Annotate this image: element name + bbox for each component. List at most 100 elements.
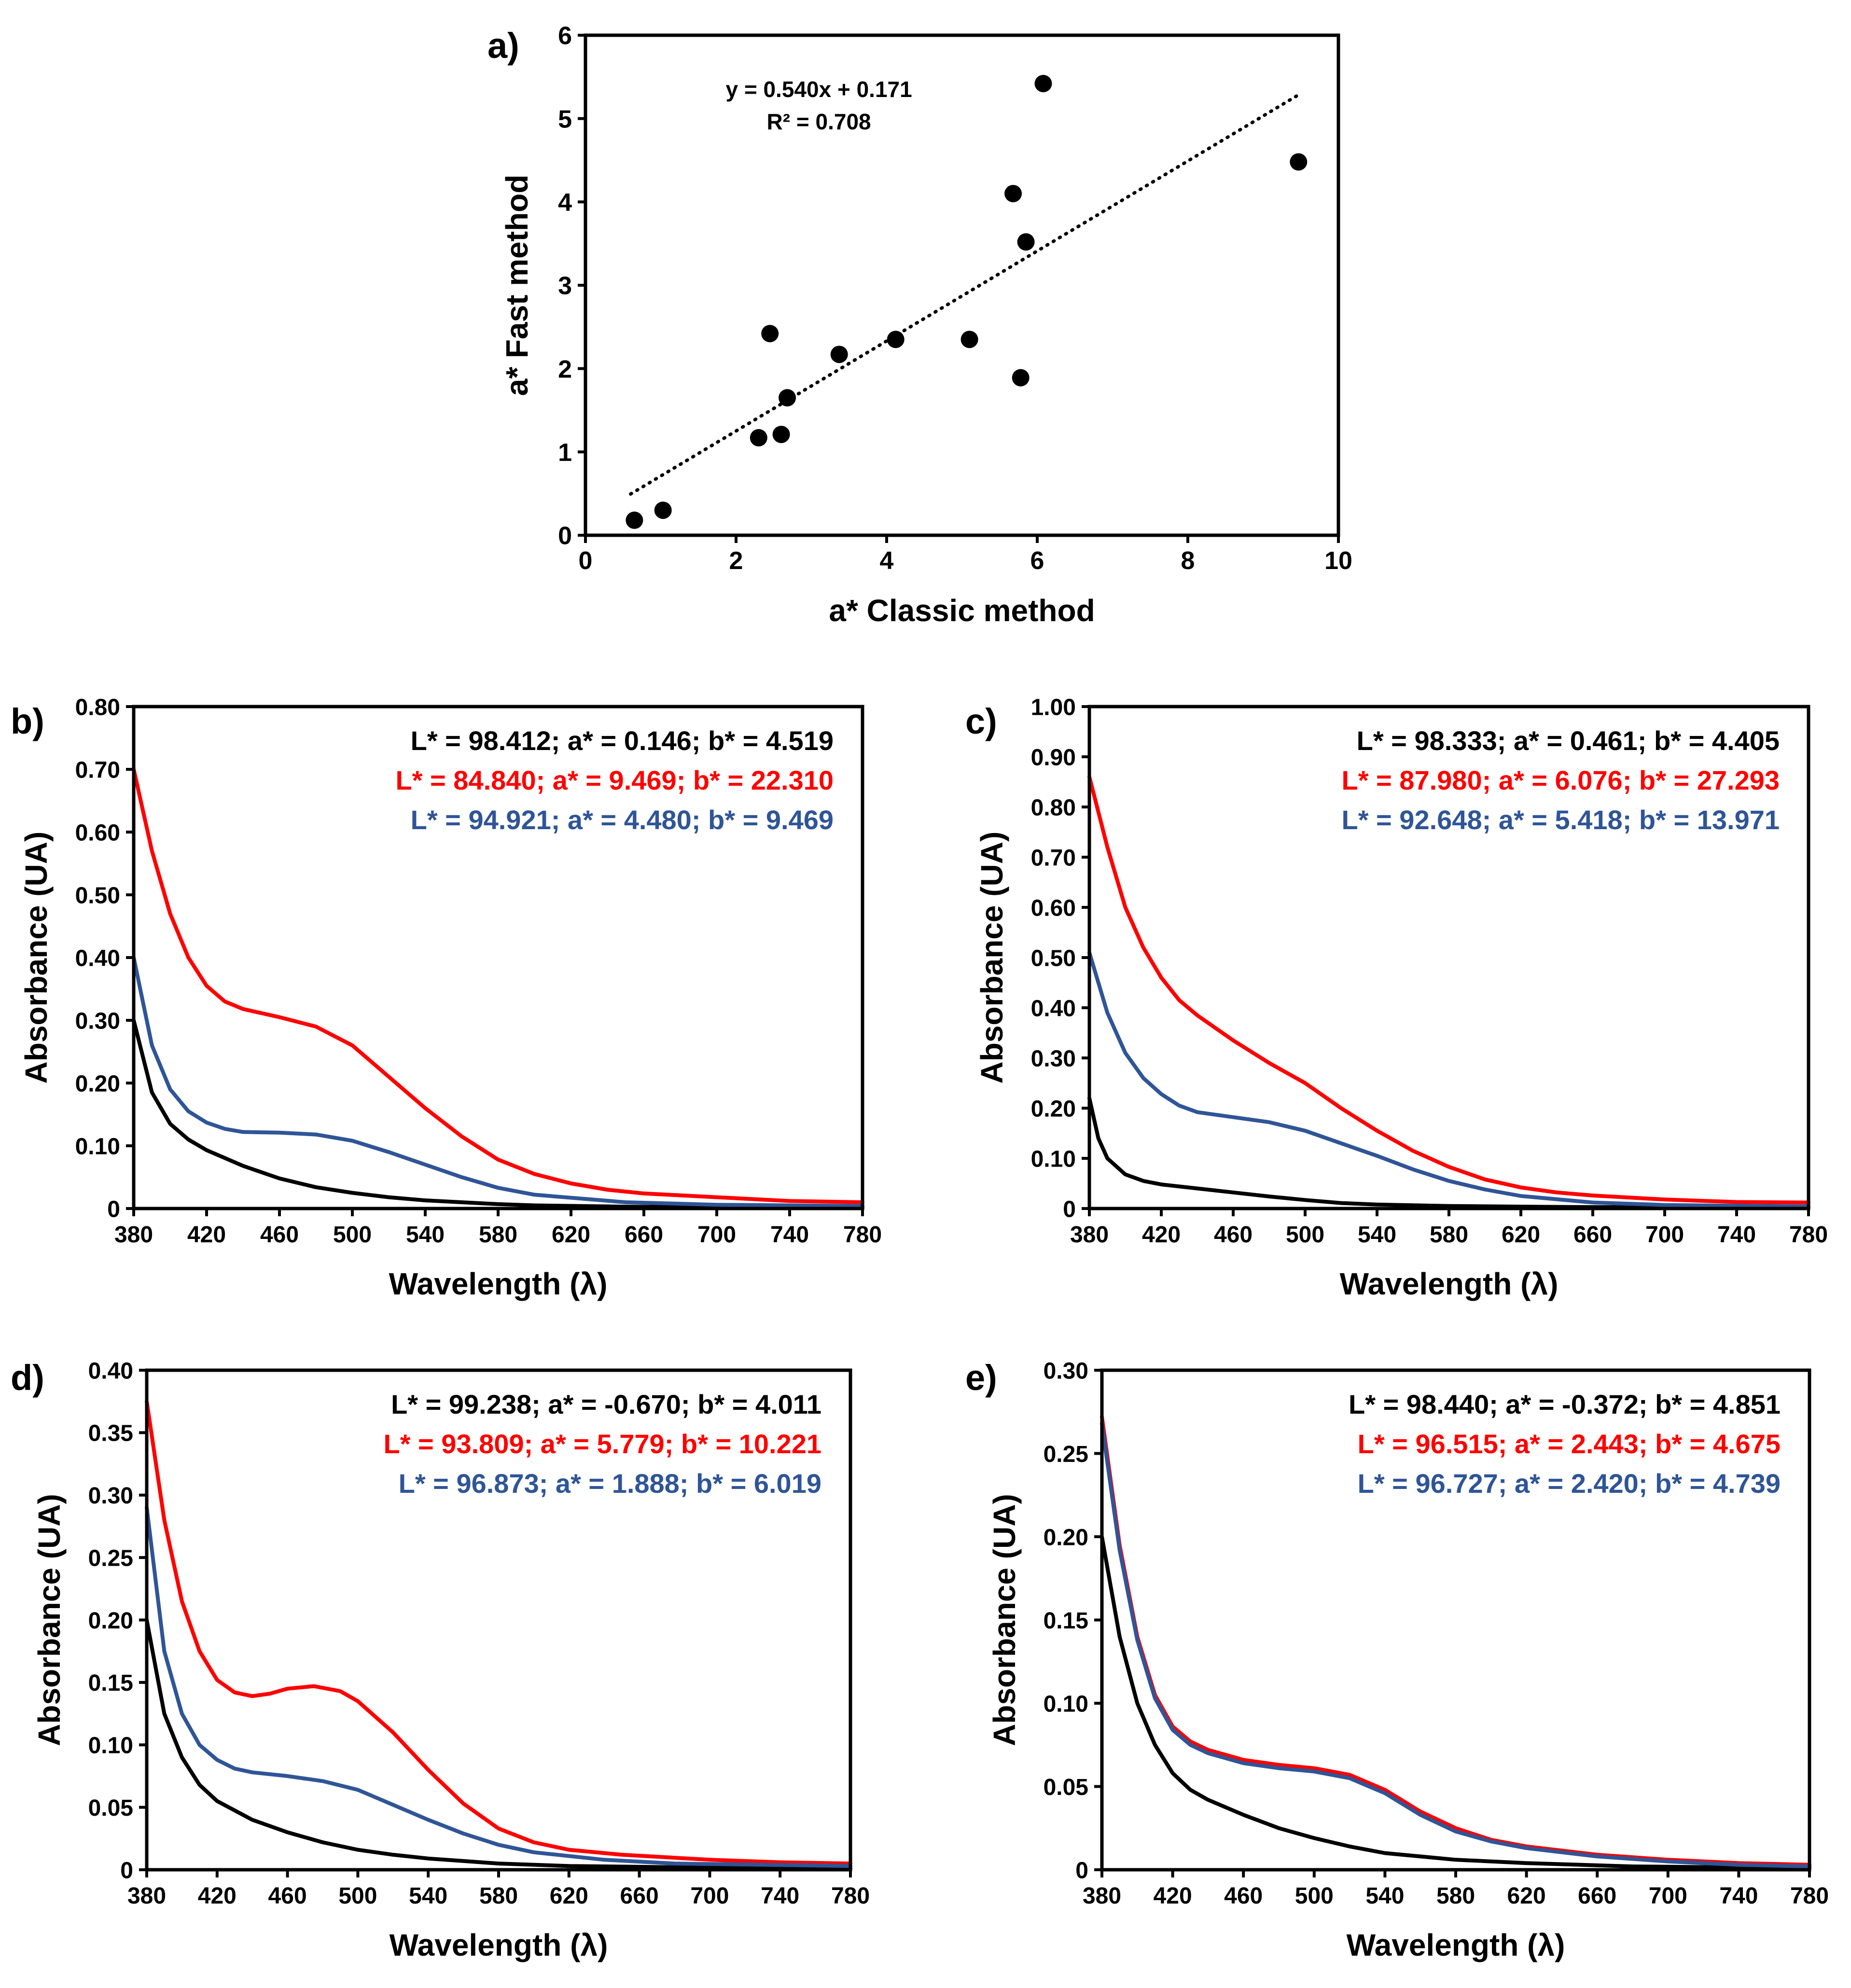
y-tick-label: 0.15 [88, 1670, 133, 1696]
y-axis-label: Absorbance (UA) [32, 1494, 67, 1746]
data-point [830, 346, 848, 363]
x-tick-label: 620 [552, 1222, 590, 1248]
legend-entry-1: L* = 98.333; a* = 0.461; b* = 4.405 [1357, 725, 1780, 756]
y-tick-label: 6 [558, 22, 572, 50]
x-tick-label: 700 [1645, 1222, 1684, 1248]
r-squared: R² = 0.708 [767, 109, 871, 134]
x-tick-label: 8 [1181, 547, 1195, 575]
x-tick-label: 380 [1083, 1883, 1121, 1909]
panel-label: b) [11, 701, 44, 741]
y-tick-label: 0.80 [1031, 795, 1076, 820]
data-point [1290, 153, 1308, 171]
series-line-blue [132, 956, 864, 1208]
legend-entry-3: L* = 92.648; a* = 5.418; b* = 13.971 [1341, 805, 1780, 835]
x-tick-label: 2 [729, 547, 743, 575]
y-tick-label: 0.90 [1031, 745, 1076, 770]
x-tick-label: 580 [479, 1222, 517, 1248]
y-tick-label: 0 [1075, 1858, 1088, 1883]
chart-panel-b: b) 0 0.10 0.20 0.30 0.40 0.50 0.60 0.70 0.80 380 42… [11, 695, 882, 1301]
x-tick-label: 380 [114, 1222, 153, 1248]
legend-entry-1: L* = 99.238; a* = -0.670; b* = 4.011 [391, 1389, 821, 1419]
x-tick-label: 460 [260, 1222, 299, 1248]
y-tick-label: 4 [558, 189, 572, 217]
y-tick-label: 0.80 [75, 695, 120, 720]
x-tick-label: 620 [1502, 1222, 1540, 1248]
x-tick-label: 620 [1507, 1883, 1546, 1909]
x-tick-label: 420 [198, 1883, 237, 1909]
x-tick-label: 420 [187, 1222, 226, 1248]
x-tick-label: 660 [1573, 1222, 1612, 1248]
data-point [1012, 369, 1030, 387]
x-axis-label: Wavelength (λ) [389, 1266, 608, 1301]
data-point [626, 511, 643, 529]
x-tick-label: 780 [843, 1222, 882, 1248]
x-tick-label: 500 [1295, 1883, 1334, 1909]
x-tick-label: 0 [579, 547, 593, 575]
x-tick-label: 460 [268, 1883, 307, 1909]
x-tick-label: 660 [620, 1883, 659, 1909]
legend-entry-2: L* = 96.515; a* = 2.443; b* = 4.675 [1358, 1429, 1781, 1459]
data-point [779, 389, 796, 407]
x-tick-label: 700 [1649, 1883, 1687, 1909]
y-tick-label: 0.10 [1031, 1146, 1076, 1172]
x-tick-label: 580 [1436, 1883, 1475, 1909]
legend-entry-2: L* = 93.809; a* = 5.779; b* = 10.221 [383, 1429, 821, 1459]
y-tick-label: 0.30 [75, 1008, 120, 1034]
series-line-black [1087, 1096, 1810, 1209]
series-line-black [145, 1618, 852, 1871]
y-tick-label: 0.25 [1044, 1442, 1088, 1467]
x-tick-label: 460 [1214, 1222, 1253, 1248]
x-tick-label: 500 [338, 1883, 377, 1909]
x-tick-label: 6 [1030, 547, 1044, 575]
y-tick-label: 0.10 [88, 1733, 133, 1759]
x-tick-label: 740 [1719, 1883, 1758, 1909]
x-tick-label: 780 [1789, 1222, 1828, 1248]
data-point [1034, 75, 1052, 93]
panel-label: a) [487, 26, 519, 66]
y-axis-label: a* Fast method [500, 175, 534, 396]
x-tick-label: 740 [1717, 1222, 1756, 1248]
x-tick-label: 540 [1365, 1883, 1404, 1909]
y-tick-label: 0.40 [88, 1358, 133, 1384]
x-tick-label: 660 [625, 1222, 663, 1248]
x-tick-label: 380 [1070, 1222, 1109, 1248]
y-tick-label: 0 [558, 522, 572, 550]
y-tick-label: 0.20 [1044, 1525, 1088, 1550]
y-tick-label: 0.05 [88, 1795, 133, 1821]
x-tick-label: 540 [406, 1222, 445, 1248]
y-tick-label: 1.00 [1031, 695, 1076, 720]
y-tick-label: 0.40 [1031, 996, 1076, 1021]
x-tick-label: 660 [1578, 1883, 1616, 1909]
panel-label: d) [11, 1358, 44, 1398]
y-tick-label: 5 [558, 105, 572, 133]
y-tick-label: 0.70 [1031, 845, 1076, 871]
x-tick-label: 700 [690, 1883, 729, 1909]
data-point [1004, 185, 1022, 203]
x-tick-label: 380 [127, 1883, 166, 1909]
series-line-blue [1087, 950, 1810, 1209]
y-tick-label: 0.50 [1031, 945, 1076, 971]
data-point [761, 325, 779, 343]
series-line-black [1100, 1535, 1811, 1870]
legend-entry-3: L* = 96.727; a* = 2.420; b* = 4.739 [1358, 1468, 1781, 1499]
chart-panel-e: e) 0 0.05 0.10 0.15 0.20 0.25 0.30 380 420 460 500 5… [965, 1358, 1829, 1962]
y-tick-label: 0.20 [1031, 1096, 1076, 1122]
panel-label: e) [965, 1358, 997, 1398]
legend-entry-2: L* = 87.980; a* = 6.076; b* = 27.293 [1341, 765, 1780, 795]
series-line-black [132, 1018, 864, 1210]
x-tick-label: 620 [550, 1883, 588, 1909]
y-tick-label: 0.10 [1044, 1691, 1088, 1717]
x-axis-label: Wavelength (λ) [1340, 1266, 1559, 1301]
x-tick-label: 10 [1324, 547, 1352, 575]
chart-panel-c: c) 0 0.10 0.20 0.30 0.40 0.50 0.60 0.70 0.80 0.90 1… [965, 695, 1828, 1301]
x-tick-label: 740 [761, 1883, 799, 1909]
x-tick-label: 700 [697, 1222, 736, 1248]
x-tick-label: 420 [1142, 1222, 1181, 1248]
series-line-red [132, 767, 864, 1204]
x-tick-label: 740 [770, 1222, 809, 1248]
x-axis-label: Wavelength (λ) [1347, 1928, 1565, 1962]
x-axis-label: Wavelength (λ) [390, 1928, 608, 1962]
legend-entry-1: L* = 98.412; a* = 0.146; b* = 4.519 [411, 725, 834, 756]
y-tick-label: 0.30 [88, 1483, 133, 1509]
